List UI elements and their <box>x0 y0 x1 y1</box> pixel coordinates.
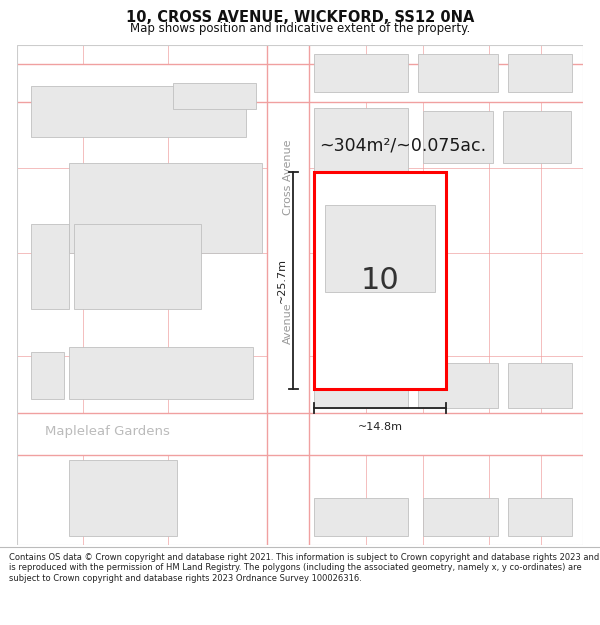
Bar <box>418 363 498 408</box>
Text: ~14.8m: ~14.8m <box>358 422 403 432</box>
Bar <box>418 54 498 92</box>
Text: Map shows position and indicative extent of the property.: Map shows position and indicative extent… <box>130 22 470 35</box>
Bar <box>314 498 409 536</box>
Bar <box>422 498 498 536</box>
Bar <box>508 498 572 536</box>
Bar <box>173 82 256 109</box>
Bar <box>31 86 246 138</box>
Bar <box>314 173 446 389</box>
Bar <box>31 352 64 399</box>
Text: 10, CROSS AVENUE, WICKFORD, SS12 0NA: 10, CROSS AVENUE, WICKFORD, SS12 0NA <box>126 10 474 25</box>
Bar <box>314 363 409 408</box>
Bar <box>74 224 201 309</box>
Text: 10: 10 <box>361 266 400 296</box>
Bar <box>314 54 409 92</box>
Bar <box>508 363 572 408</box>
Bar <box>69 460 178 536</box>
Bar <box>314 108 409 172</box>
Bar <box>267 45 310 545</box>
Bar <box>17 413 583 456</box>
Text: ~304m²/~0.075ac.: ~304m²/~0.075ac. <box>319 137 486 155</box>
Bar <box>422 111 493 163</box>
Bar <box>508 54 572 92</box>
Text: ~25.7m: ~25.7m <box>277 258 287 303</box>
Bar <box>69 163 262 252</box>
Text: Mapleleaf Gardens: Mapleleaf Gardens <box>45 425 170 438</box>
Bar <box>17 64 583 102</box>
Bar <box>31 224 69 309</box>
Bar <box>503 111 571 163</box>
Text: Cross Avenue: Cross Avenue <box>283 139 293 215</box>
Text: Contains OS data © Crown copyright and database right 2021. This information is : Contains OS data © Crown copyright and d… <box>9 553 599 582</box>
Bar <box>325 205 435 292</box>
Text: Avenue: Avenue <box>283 302 293 344</box>
Bar <box>69 347 253 399</box>
